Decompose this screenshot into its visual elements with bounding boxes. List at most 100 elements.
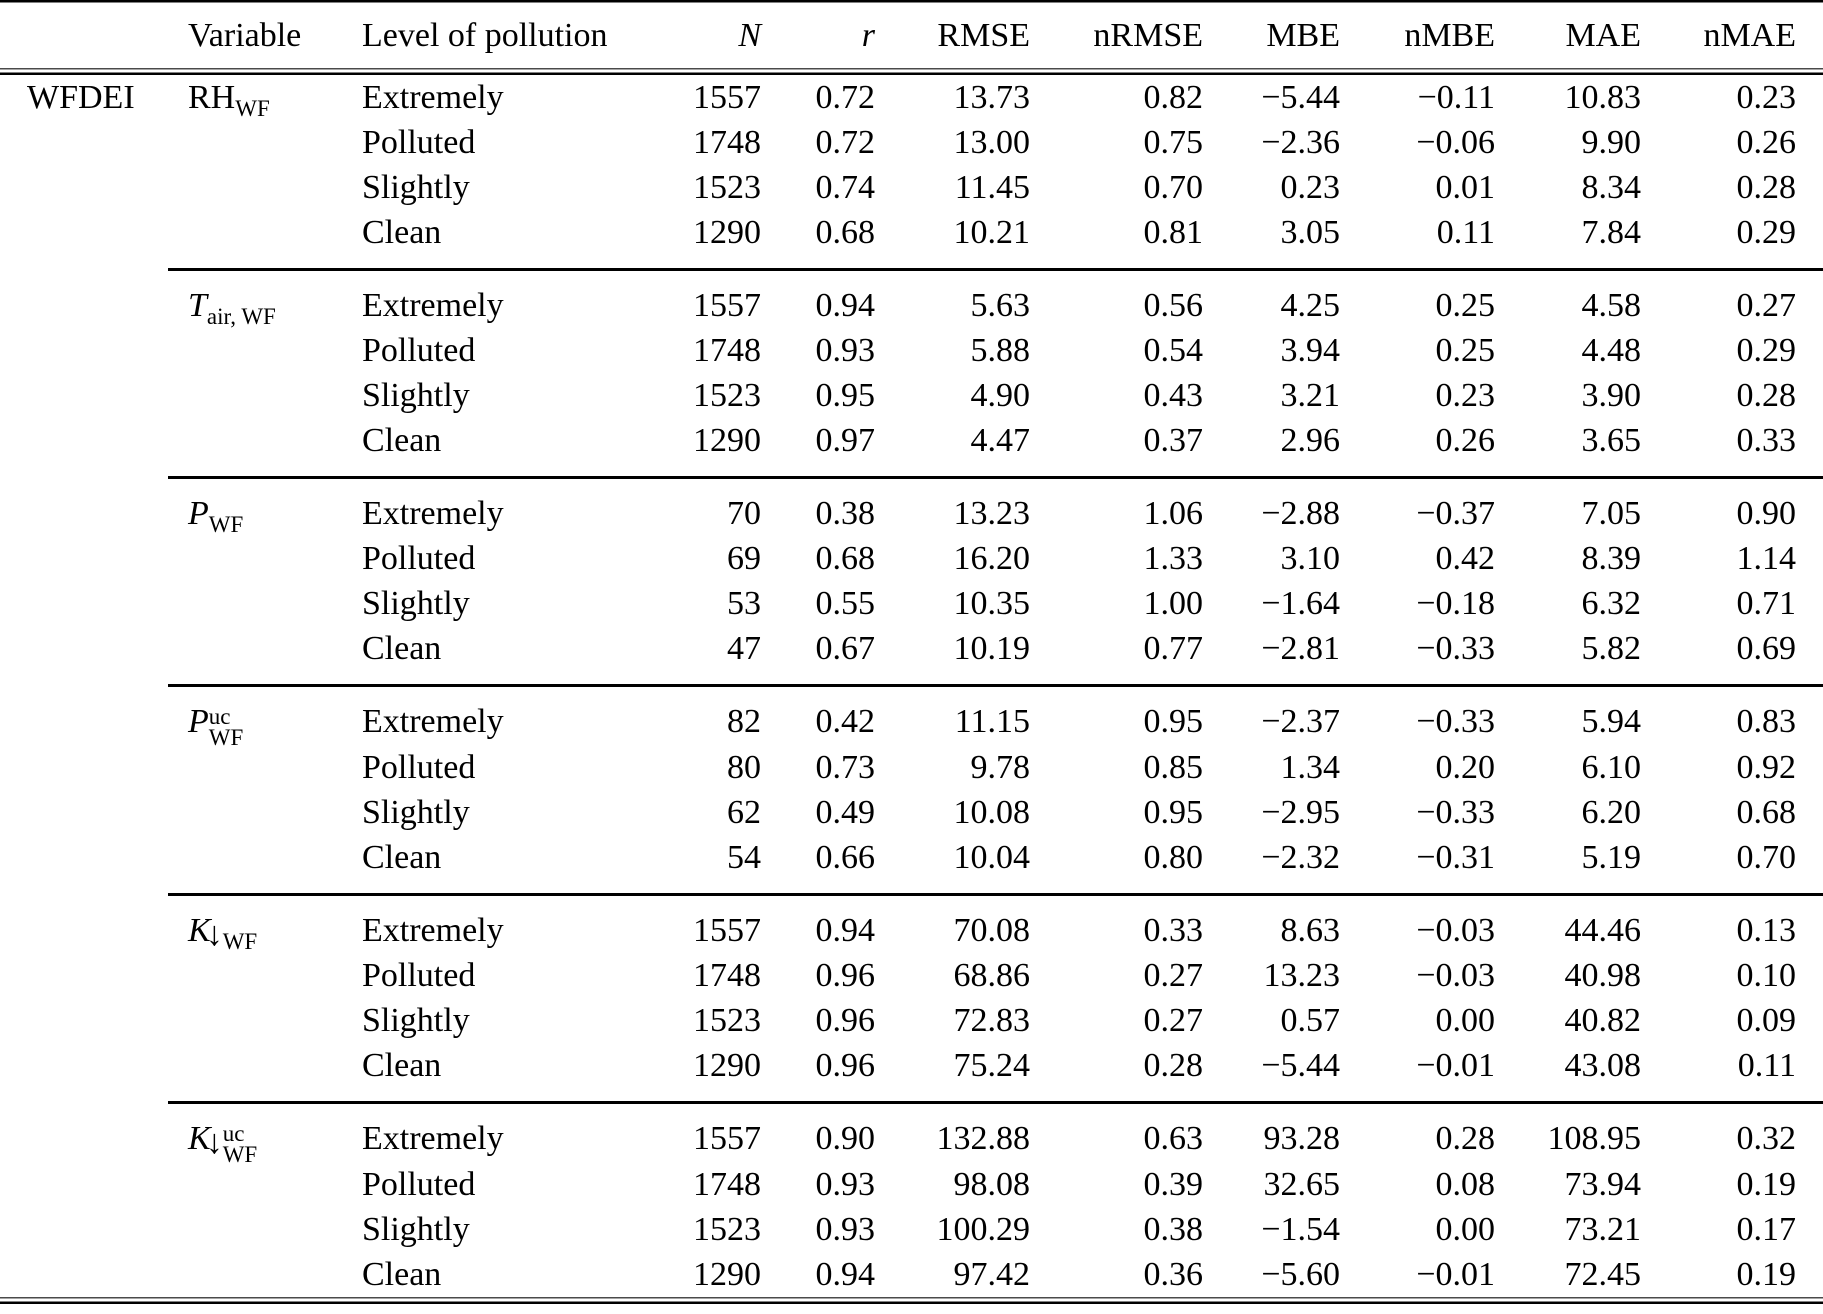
- header-n: N: [738, 17, 761, 54]
- cell-mbe: 4.25: [1280, 287, 1341, 324]
- cell-mae: 6.32: [1581, 585, 1642, 622]
- variable-cell: [188, 790, 362, 835]
- variable-symbol: RH: [188, 79, 236, 116]
- cell-nrmse: 0.28: [1143, 1047, 1204, 1085]
- level-cell: Clean: [362, 214, 442, 251]
- cell-rmse: 70.08: [953, 912, 1031, 950]
- cell-rmse: 132.88: [936, 1120, 1031, 1158]
- cell-r: 0.49: [815, 794, 876, 832]
- cell-nmae: 0.26: [1736, 124, 1797, 161]
- cell-r: 0.66: [815, 839, 876, 877]
- variable-cell: [188, 953, 362, 998]
- cell-nmbe: −0.33: [1416, 630, 1495, 667]
- group-separator-rule: [168, 476, 1823, 479]
- cell-mbe: −2.95: [1261, 794, 1340, 832]
- cell-r: 0.72: [815, 124, 876, 161]
- header-r: r: [861, 17, 875, 54]
- cell-nmbe: −0.06: [1416, 124, 1495, 161]
- level-cell: Extremely: [362, 79, 504, 116]
- cell-mbe: −5.60: [1261, 1256, 1340, 1294]
- header-row: Variable Level of pollution N r RMSE nRM…: [0, 4, 1823, 68]
- table-header: Variable Level of pollution N r RMSE nRM…: [0, 4, 1823, 75]
- cell-nrmse: 0.95: [1143, 794, 1204, 832]
- level-cell: Extremely: [362, 703, 504, 740]
- row-group-spacer: [0, 165, 188, 210]
- cell-mbe: −5.44: [1261, 1047, 1340, 1085]
- variable-math-label: Tair, WF: [188, 287, 276, 328]
- variable-symbol: T: [188, 287, 207, 324]
- variable-math-label: K↓ uc WF: [188, 1120, 257, 1166]
- cell-mae: 10.83: [1564, 79, 1642, 116]
- level-cell: Slightly: [362, 1211, 470, 1249]
- cell-nrmse: 0.39: [1143, 1166, 1204, 1204]
- level-cell: Extremely: [362, 1120, 504, 1158]
- level-cell: Clean: [362, 839, 442, 877]
- cell-r: 0.90: [815, 1120, 876, 1158]
- level-cell: Polluted: [362, 749, 476, 787]
- variable-cell: [188, 165, 362, 210]
- cell-rmse: 97.42: [953, 1256, 1031, 1294]
- cell-nmae: 0.83: [1736, 703, 1797, 740]
- cell-nmbe: −0.31: [1416, 839, 1495, 877]
- cell-rmse: 98.08: [953, 1166, 1031, 1204]
- header-rmse: RMSE: [937, 17, 1030, 54]
- header-bottom-rule: [0, 68, 1823, 75]
- table-row: Slightly 53 0.55 10.35 1.00 −1.64 −0.18 6.32 0.7…: [0, 581, 1823, 626]
- cell-mbe: 32.65: [1263, 1166, 1341, 1204]
- table-body: WFDEI RHWF Extremely 1557 0.72 13.73 0.82 −5.44…: [0, 75, 1823, 1297]
- row-group-spacer: [0, 536, 188, 581]
- cell-rmse: 13.00: [953, 124, 1031, 161]
- cell-n: 1557: [693, 287, 761, 324]
- table-row: Clean 47 0.67 10.19 0.77 −2.81 −0.33 5.82 0.69: [0, 626, 1823, 671]
- cell-r: 0.94: [815, 912, 876, 950]
- cell-nrmse: 0.27: [1143, 957, 1204, 995]
- cell-n: 70: [727, 495, 761, 532]
- cell-mae: 3.65: [1581, 422, 1642, 459]
- table-row: K↓ uc WF Extremely 1557 0.90 132.88 0.63 93.28 0.…: [0, 1116, 1823, 1166]
- cell-nrmse: 0.80: [1143, 839, 1204, 877]
- level-cell: Slightly: [362, 585, 470, 622]
- row-group-spacer: [0, 210, 188, 255]
- row-group-spacer: [0, 745, 188, 790]
- table-row: Polluted 1748 0.72 13.00 0.75 −2.36 −0.06 9.90 0…: [0, 120, 1823, 165]
- variable-cell: PWF: [188, 491, 362, 536]
- variable-math-label: K↓WF: [188, 912, 257, 953]
- cell-nrmse: 0.82: [1143, 79, 1204, 116]
- cell-mae: 8.34: [1581, 169, 1642, 206]
- cell-n: 82: [727, 703, 761, 740]
- cell-mae: 4.48: [1581, 332, 1642, 369]
- cell-nmbe: 0.42: [1435, 540, 1496, 577]
- cell-nrmse: 0.63: [1143, 1120, 1204, 1158]
- cell-n: 1290: [693, 422, 761, 459]
- cell-rmse: 100.29: [936, 1211, 1031, 1249]
- cell-mae: 5.82: [1581, 630, 1642, 667]
- cell-rmse: 75.24: [953, 1047, 1031, 1085]
- cell-nmbe: −0.03: [1416, 912, 1495, 950]
- cell-mbe: 0.23: [1280, 169, 1341, 206]
- variable-cell: [188, 1207, 362, 1252]
- header-variable: Variable: [188, 17, 302, 54]
- cell-nrmse: 1.33: [1143, 540, 1204, 577]
- variable-cell: [188, 328, 362, 373]
- cell-nrmse: 0.85: [1143, 749, 1204, 787]
- cell-r: 0.93: [815, 332, 876, 369]
- cell-r: 0.73: [815, 749, 876, 787]
- level-cell: Polluted: [362, 1166, 476, 1204]
- cell-rmse: 11.45: [954, 169, 1030, 206]
- cell-nmae: 0.28: [1736, 377, 1797, 414]
- cell-mae: 6.20: [1581, 794, 1642, 832]
- cell-mae: 6.10: [1581, 749, 1642, 787]
- table-row: Polluted 69 0.68 16.20 1.33 3.10 0.42 8.39 1.14: [0, 536, 1823, 581]
- cell-rmse: 5.63: [970, 287, 1031, 324]
- cell-mae: 73.21: [1564, 1211, 1642, 1249]
- cell-nmbe: 0.28: [1435, 1120, 1496, 1158]
- cell-nmae: 0.70: [1736, 839, 1797, 877]
- cell-mae: 5.19: [1581, 839, 1642, 877]
- cell-r: 0.96: [815, 957, 876, 995]
- cell-r: 0.96: [815, 1047, 876, 1085]
- variable-symbol: P: [188, 703, 209, 740]
- cell-r: 0.97: [815, 422, 876, 459]
- cell-r: 0.55: [815, 585, 876, 622]
- cell-mae: 4.58: [1581, 287, 1642, 324]
